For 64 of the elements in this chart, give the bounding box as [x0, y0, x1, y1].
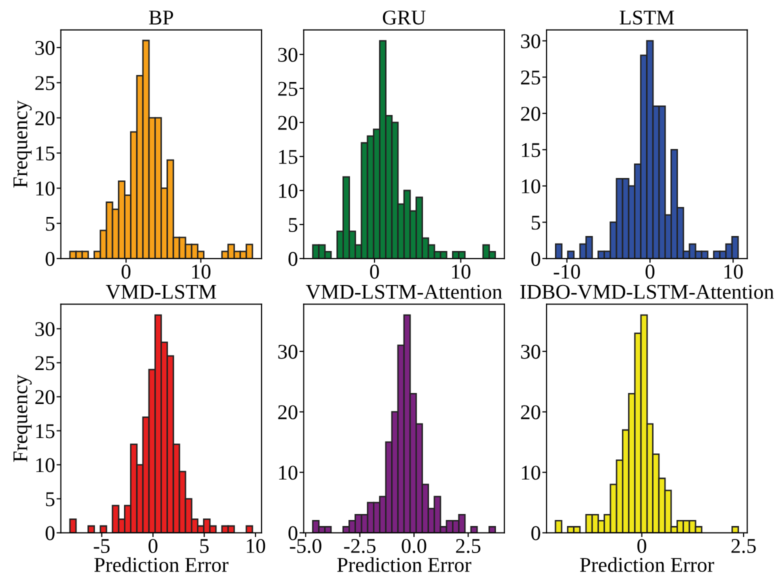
x-tick-label: 10 [246, 538, 266, 554]
y-tick-label: 0 [288, 252, 298, 266]
chart-title: LSTM [620, 10, 674, 25]
x-axis-title: Prediction Error [337, 557, 472, 572]
y-tick-label: 10 [36, 458, 54, 472]
y-axis-title: Frequency [14, 100, 32, 188]
y-tick-label: 20 [278, 116, 298, 130]
x-tick-label: 10 [452, 264, 470, 279]
y-tick-label: 30 [521, 34, 540, 48]
x-axis-title: Prediction Error [580, 557, 714, 572]
y-tick-label: 25 [278, 82, 298, 96]
y-tick-label: 10 [522, 466, 540, 480]
x-tick-label: 10 [724, 264, 743, 279]
y-tick-label: 20 [278, 405, 298, 420]
x-tick-label: 0 [637, 538, 646, 554]
y-tick-label: 20 [521, 405, 540, 420]
y-tick-label: 0 [46, 252, 54, 266]
y-tick-label: 0 [531, 252, 540, 266]
y-tick-label: 0 [531, 526, 540, 540]
y-tick-label: 30 [521, 344, 540, 359]
x-tick-label: -2.5 [344, 539, 376, 554]
chart-title: GRU [382, 10, 426, 25]
y-tick-label: 5 [46, 492, 54, 506]
y-tick-label: 25 [35, 76, 54, 90]
y-tick-label: 10 [522, 179, 540, 194]
y-tick-label: 10 [279, 466, 298, 480]
y-tick-label: 20 [35, 390, 54, 404]
x-tick-label: 2.5 [456, 539, 480, 554]
x-tick-label: -5 [94, 539, 110, 554]
x-tick-label: 0 [148, 538, 158, 554]
y-tick-label: 30 [278, 48, 298, 62]
y-tick-label: 25 [521, 70, 540, 85]
x-tick-label: 0.0 [402, 538, 426, 554]
x-tick-label: 10 [192, 264, 210, 279]
y-tick-label: 10 [279, 184, 298, 198]
y-tick-label: 0 [46, 526, 54, 540]
y-tick-label: 25 [35, 356, 54, 370]
x-tick-label: -10 [554, 264, 580, 279]
x-axis-title: Prediction Error [94, 557, 228, 572]
x-tick-label: 0 [370, 264, 379, 279]
y-tick-label: 15 [522, 143, 540, 158]
chart-title: VMD-LSTM-Attention [306, 284, 502, 299]
chart-title: IDBO-VMD-LSTM-Attention [520, 284, 774, 299]
y-tick-label: 30 [278, 344, 298, 359]
y-tick-label: 20 [35, 111, 54, 126]
x-tick-label: -5.0 [290, 538, 322, 554]
y-tick-label: 5 [46, 216, 54, 231]
chart-title: BP [149, 10, 174, 24]
x-tick-label: 0 [122, 264, 130, 279]
x-tick-label: 0 [646, 264, 654, 279]
y-tick-label: 0 [288, 526, 298, 540]
chart-title: VMD-LSTM [106, 284, 216, 299]
y-tick-label: 20 [521, 106, 540, 121]
y-tick-label: 15 [279, 150, 298, 164]
y-tick-label: 30 [35, 40, 54, 55]
y-tick-label: 15 [36, 424, 54, 438]
y-tick-label: 10 [36, 182, 54, 196]
y-tick-label: 5 [532, 216, 540, 230]
y-tick-label: 30 [35, 322, 54, 336]
y-axis-title: Frequency [14, 374, 32, 462]
y-tick-label: 5 [288, 218, 298, 232]
x-tick-label: 2.5 [731, 539, 756, 554]
x-tick-label: 5 [200, 539, 209, 554]
y-tick-label: 15 [36, 146, 54, 160]
